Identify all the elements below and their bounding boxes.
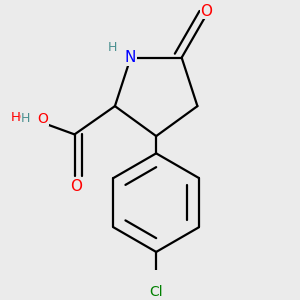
- Text: Cl: Cl: [149, 285, 163, 299]
- Text: O: O: [38, 112, 49, 126]
- Text: H: H: [21, 112, 30, 125]
- Text: HO: HO: [11, 111, 32, 124]
- Text: N: N: [125, 50, 136, 65]
- Text: O: O: [200, 4, 212, 19]
- Text: H: H: [107, 41, 117, 54]
- Text: O: O: [70, 179, 82, 194]
